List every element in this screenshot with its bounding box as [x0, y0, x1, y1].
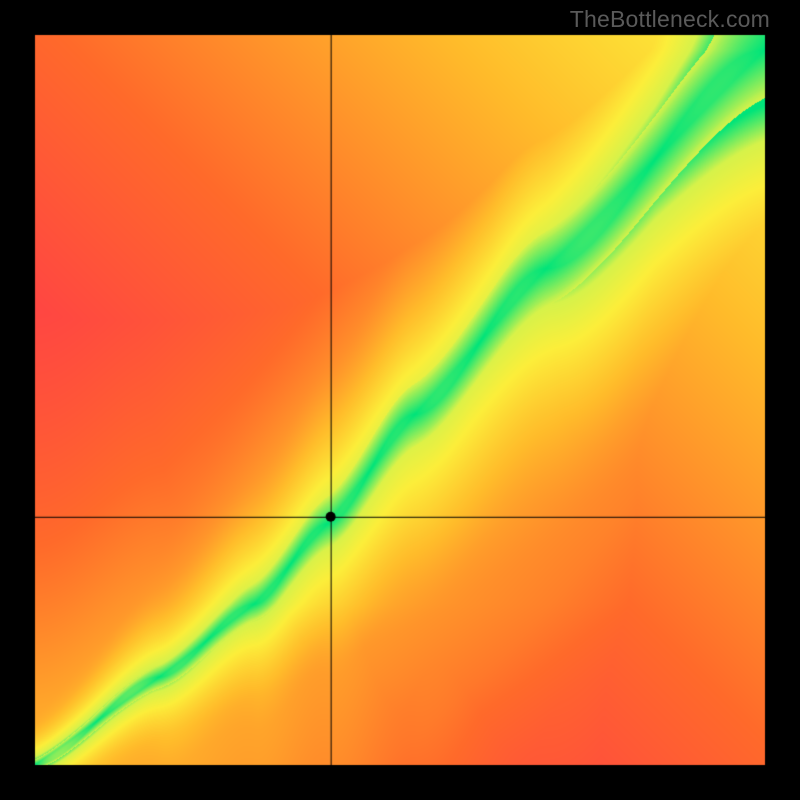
watermark-text: TheBottleneck.com [570, 6, 770, 33]
chart-container: TheBottleneck.com [0, 0, 800, 800]
bottleneck-heatmap [0, 0, 800, 800]
